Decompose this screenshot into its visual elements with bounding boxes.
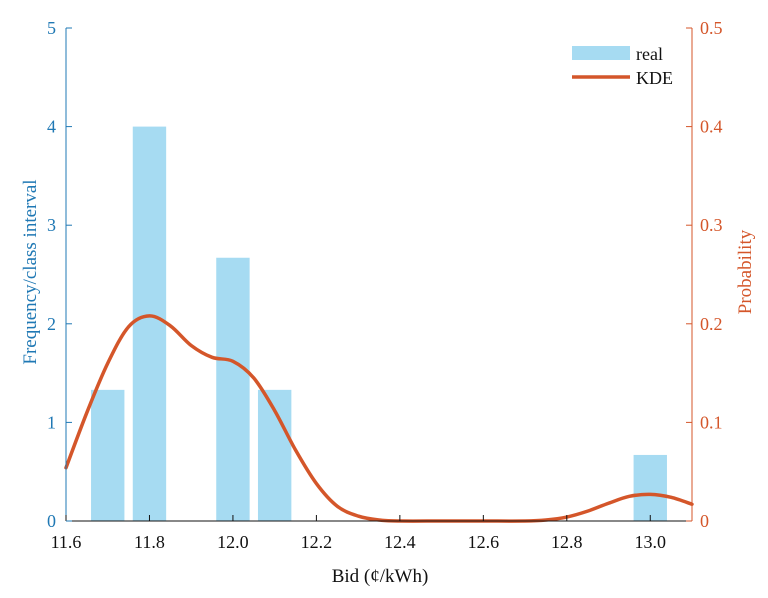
- x-ticks: 11.6 11.8 12.0 12.2 12.4 12.6 12.8 13.0: [51, 515, 666, 552]
- y-right-tick-label: 0.5: [700, 18, 723, 38]
- x-tick-label: 12.2: [301, 532, 333, 552]
- kde-line: [64, 314, 694, 523]
- y-right-tick-label: 0.2: [700, 314, 723, 334]
- y-left-tick-label: 0: [47, 511, 56, 531]
- x-tick-label: 12.4: [384, 532, 416, 552]
- bar-real-4: [633, 454, 667, 521]
- legend-swatch-real: [572, 46, 630, 60]
- bar-real-2: [216, 257, 250, 521]
- y-left-tick-label: 1: [47, 412, 56, 432]
- x-tick-label: 11.8: [134, 532, 165, 552]
- y-left-axis-title: Frequency/class interval: [20, 179, 41, 364]
- y-left-tick-label: 5: [47, 18, 56, 38]
- y-left-tick-label: 2: [47, 314, 56, 334]
- bar-real-0: [91, 389, 125, 521]
- y-right-tick-label: 0.4: [700, 117, 723, 137]
- legend-label-real: real: [636, 44, 663, 64]
- y-left-tick-label: 4: [47, 117, 56, 137]
- y-left-ticks: 0 1 2 3 4 5: [47, 18, 72, 531]
- y-right-tick-label: 0.1: [700, 412, 723, 432]
- x-tick-label: 12.6: [468, 532, 500, 552]
- bar-series-real: [91, 126, 667, 521]
- legend: real KDE: [572, 44, 673, 88]
- bar-real-1: [132, 126, 167, 521]
- y-right-ticks: 0 0.1 0.2 0.3 0.4 0.5: [686, 18, 723, 531]
- x-tick-label: 11.6: [51, 532, 82, 552]
- legend-label-kde: KDE: [636, 68, 673, 88]
- y-right-tick-label: 0: [700, 511, 709, 531]
- x-tick-label: 12.0: [217, 532, 249, 552]
- y-right-tick-label: 0.3: [700, 215, 723, 235]
- x-axis-title: Bid (¢/kWh): [332, 566, 429, 587]
- y-right-axis-title: Probability: [735, 229, 756, 314]
- y-left-tick-label: 3: [47, 215, 56, 235]
- kde-series: [64, 314, 694, 523]
- x-tick-label: 13.0: [635, 532, 667, 552]
- x-tick-label: 12.8: [551, 532, 583, 552]
